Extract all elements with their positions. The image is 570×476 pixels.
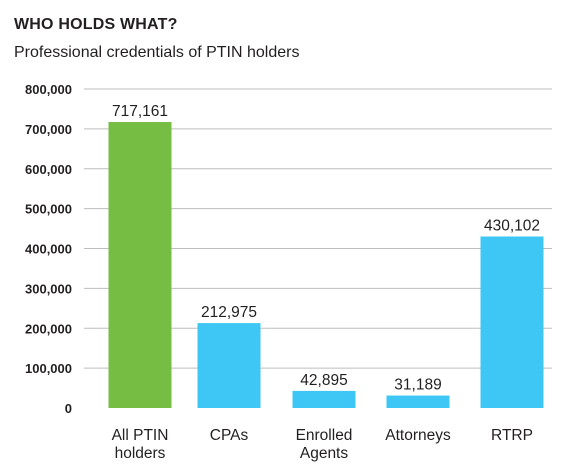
- bar: [197, 323, 261, 408]
- y-tick-label: 0: [65, 401, 72, 416]
- data-label: 717,161: [112, 103, 168, 120]
- x-tick-label: RTRP: [491, 427, 533, 444]
- y-tick-label: 200,000: [25, 321, 72, 336]
- x-tick-label: All PTIN holders: [112, 427, 169, 462]
- x-tick-label: CPAs: [210, 427, 249, 444]
- bar: [292, 390, 356, 408]
- data-label: 430,102: [484, 217, 540, 234]
- y-tick-label: 100,000: [25, 361, 72, 376]
- y-tick-label: 700,000: [25, 122, 72, 137]
- data-label: 212,975: [201, 304, 257, 321]
- y-tick-label: 800,000: [25, 82, 72, 97]
- chart-title: WHO HOLDS WHAT?: [14, 16, 178, 33]
- bar: [108, 122, 172, 409]
- y-tick-label: 600,000: [25, 162, 72, 177]
- x-tick-label: Enrolled Agents: [296, 427, 353, 462]
- data-label: 42,895: [300, 372, 347, 389]
- chart-subtitle: Professional credentials of PTIN holders: [14, 44, 300, 61]
- y-tick-label: 400,000: [25, 242, 72, 257]
- y-tick-label: 300,000: [25, 281, 72, 296]
- bar: [480, 236, 544, 408]
- data-label: 31,189: [394, 377, 441, 394]
- x-tick-label: Attorneys: [385, 427, 451, 444]
- y-tick-label: 500,000: [25, 202, 72, 217]
- bar: [386, 395, 450, 408]
